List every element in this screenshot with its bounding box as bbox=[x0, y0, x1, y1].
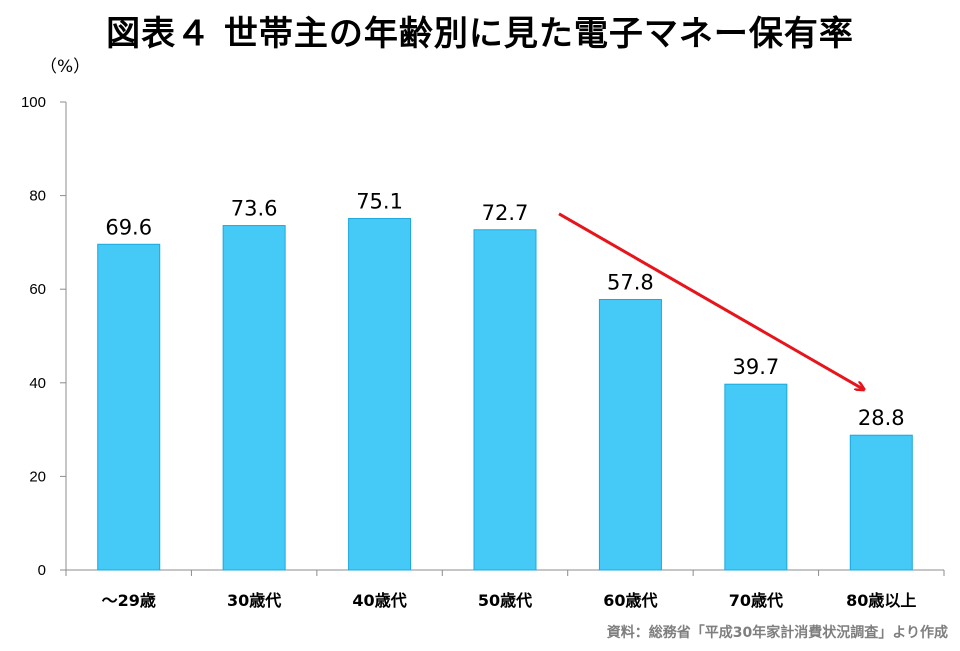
y-tick-label: 60 bbox=[29, 281, 46, 298]
data-label: 28.8 bbox=[858, 406, 905, 430]
data-label: 57.8 bbox=[607, 270, 654, 294]
data-label: 69.6 bbox=[105, 215, 152, 239]
chart-title: 図表４ 世帯主の年齢別に見た電子マネー保有率 bbox=[106, 14, 854, 54]
x-category-label: ～29歳 bbox=[102, 591, 156, 610]
data-label: 75.1 bbox=[356, 190, 403, 214]
data-label: 73.6 bbox=[231, 197, 278, 221]
y-tick-label: 20 bbox=[29, 468, 46, 485]
y-tick-label: 80 bbox=[29, 188, 46, 205]
bar bbox=[849, 434, 913, 571]
bar bbox=[97, 243, 161, 571]
y-tick-label: 100 bbox=[21, 94, 46, 111]
bar bbox=[222, 225, 286, 571]
x-category-label: 70歳代 bbox=[729, 591, 783, 610]
x-category-label: 80歳以上 bbox=[846, 591, 916, 610]
trend-arrow bbox=[558, 212, 863, 389]
bar bbox=[473, 229, 537, 571]
x-category-label: 60歳代 bbox=[603, 591, 657, 610]
bar bbox=[598, 298, 662, 571]
y-tick-label: 0 bbox=[38, 562, 46, 579]
bar bbox=[348, 218, 412, 571]
bar bbox=[724, 383, 788, 571]
x-category-label: 40歳代 bbox=[352, 591, 406, 610]
source-note: 資料：総務省「平成30年家計消費状況調査」より作成 bbox=[606, 625, 948, 641]
y-tick-label: 40 bbox=[29, 375, 46, 392]
y-axis-unit-label: （%） bbox=[40, 57, 91, 77]
data-label: 39.7 bbox=[732, 355, 779, 379]
x-category-label: 50歳代 bbox=[478, 591, 532, 610]
x-category-label: 30歳代 bbox=[227, 591, 281, 610]
data-label: 72.7 bbox=[482, 201, 529, 225]
